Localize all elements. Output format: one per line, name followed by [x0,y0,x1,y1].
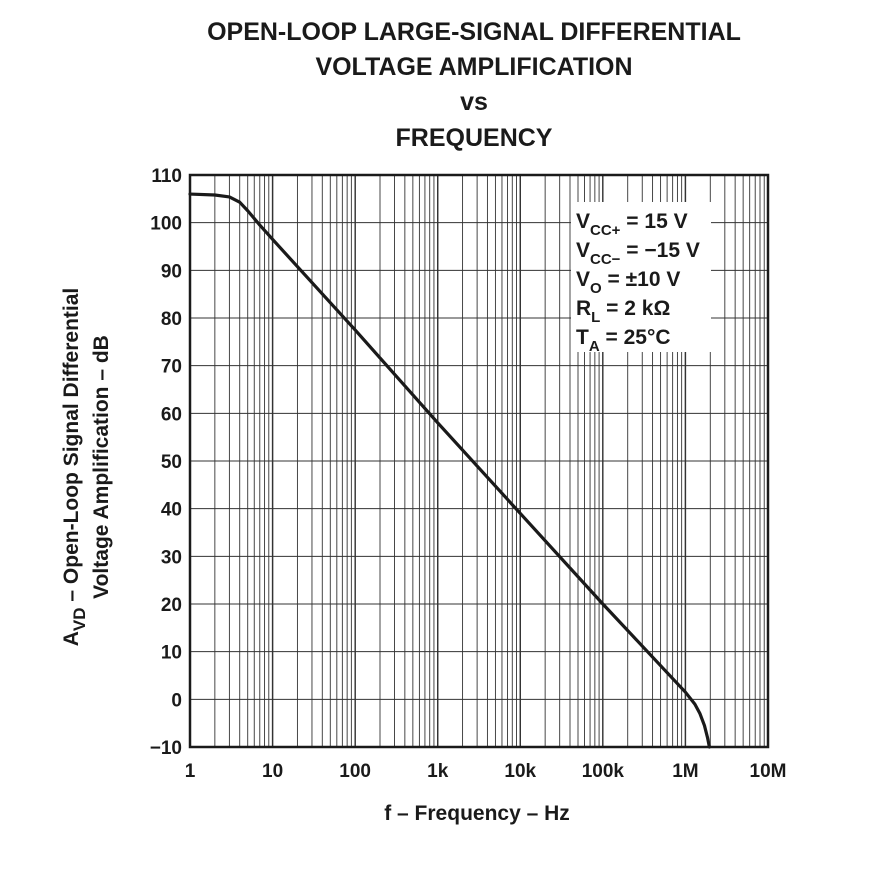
chart-title-line-3: vs [460,88,488,116]
chart-title: OPEN-LOOP LARGE-SIGNAL DIFFERENTIAL VOLT… [207,18,741,152]
gain-curve [188,192,711,749]
x-tick-label: 1k [427,761,449,782]
y-tick-label: 100 [150,214,182,235]
plot-frame [188,173,770,749]
condition-symbol: T [576,326,589,349]
chart-title-line-1: OPEN-LOOP LARGE-SIGNAL DIFFERENTIAL [207,18,741,46]
x-tick-label: 1 [185,761,196,782]
y-tick-label: 70 [161,357,182,378]
condition-subscript: CC+ [590,222,621,239]
condition-value: = 15 V [620,210,687,233]
condition-subscript: A [589,338,600,355]
y-axis-label: AVD – Open-Loop Signal Differential Volt… [60,288,113,646]
x-tick-label: 10 [262,761,283,782]
y-tick-label: 10 [161,643,182,664]
y-axis-label-line-2: Voltage Amplification – dB [90,335,113,599]
x-tick-label: 100 [339,761,371,782]
y-axis-label-subscript: VD [70,607,89,631]
y-tick-label: −10 [150,738,182,759]
y-tick-label: 90 [161,261,182,282]
condition-symbol: V [576,210,590,233]
x-axis-label: f – Frequency – Hz [384,802,570,825]
condition-line: VCC− = −15 V [576,239,700,268]
y-tick-label: 0 [171,690,182,711]
condition-value: = 25°C [600,326,671,349]
y-tick-label: 50 [161,452,182,473]
x-tick-label: 10k [504,761,536,782]
condition-subscript: L [591,309,600,326]
condition-symbol: R [576,297,591,320]
condition-symbol: V [576,239,590,262]
condition-value: = ±10 V [602,268,681,291]
y-axis-label-rest: – Open-Loop Signal Differential [60,288,83,608]
y-tick-label: 30 [161,547,182,568]
condition-line: VO = ±10 V [576,268,680,297]
condition-line: RL = 2 kΩ [576,297,670,326]
condition-subscript: CC− [590,251,621,268]
x-tick-label: 1M [672,761,698,782]
x-tick-label: 10M [750,761,787,782]
y-tick-label: 60 [161,404,182,425]
condition-subscript: O [590,280,602,297]
y-tick-label: 20 [161,595,182,616]
chart-title-line-2: VOLTAGE AMPLIFICATION [315,53,632,81]
condition-value: = 2 kΩ [600,297,670,320]
x-tick-label: 100k [582,761,625,782]
x-tick-labels: 1 10 100 1k 10k 100k 1M 10M [185,761,787,782]
conditions-box-background [571,202,711,352]
plot-border [188,173,770,749]
condition-line: TA = 25°C [576,326,671,355]
condition-value: = −15 V [620,239,699,262]
y-tick-label: 80 [161,309,182,330]
y-tick-label: 110 [151,166,182,187]
y-axis-label-symbol: A [60,631,83,646]
condition-symbol: V [576,268,590,291]
series-group [188,192,711,749]
y-axis-label-line-1: AVD – Open-Loop Signal Differential [60,288,89,646]
y-tick-label: 40 [161,500,182,521]
chart-title-line-4: FREQUENCY [396,124,553,152]
condition-line: VCC+ = 15 V [576,210,688,239]
